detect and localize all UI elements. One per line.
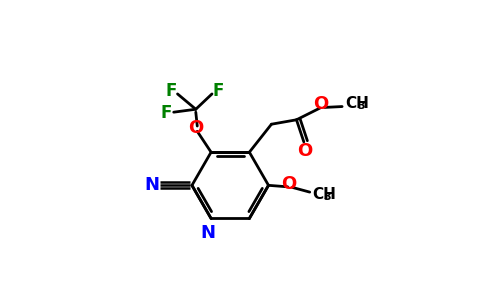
Text: F: F [161,104,172,122]
Text: O: O [281,176,296,194]
Text: 3: 3 [357,101,364,111]
Text: 3: 3 [324,192,331,203]
Text: CH: CH [312,187,336,202]
Text: F: F [166,82,177,100]
Text: F: F [213,82,224,100]
Text: N: N [200,224,215,242]
Text: O: O [297,142,312,160]
Text: O: O [188,119,204,137]
Text: CH: CH [345,95,369,110]
Text: O: O [314,95,329,113]
Text: N: N [145,176,160,194]
